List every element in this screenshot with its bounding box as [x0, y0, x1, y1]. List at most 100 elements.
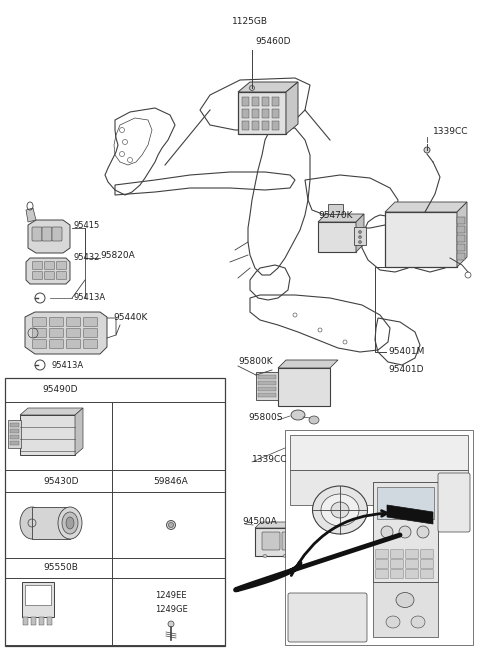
- FancyBboxPatch shape: [33, 328, 47, 338]
- FancyBboxPatch shape: [375, 559, 388, 569]
- Ellipse shape: [399, 526, 411, 538]
- FancyBboxPatch shape: [328, 204, 343, 214]
- FancyBboxPatch shape: [242, 97, 249, 106]
- Ellipse shape: [250, 86, 254, 91]
- Text: 95800S: 95800S: [248, 413, 283, 422]
- FancyBboxPatch shape: [406, 549, 419, 559]
- Polygon shape: [75, 408, 83, 455]
- FancyBboxPatch shape: [272, 121, 279, 130]
- FancyBboxPatch shape: [406, 559, 419, 569]
- FancyBboxPatch shape: [67, 318, 81, 326]
- FancyBboxPatch shape: [272, 97, 279, 106]
- Ellipse shape: [386, 616, 400, 628]
- FancyBboxPatch shape: [42, 227, 52, 241]
- Polygon shape: [290, 435, 468, 470]
- Ellipse shape: [168, 621, 174, 627]
- Text: 95401M: 95401M: [388, 347, 424, 357]
- Text: 95800K: 95800K: [238, 357, 273, 367]
- FancyBboxPatch shape: [256, 372, 278, 400]
- FancyBboxPatch shape: [33, 272, 43, 280]
- Text: 1249EE: 1249EE: [155, 592, 187, 601]
- Ellipse shape: [359, 230, 361, 234]
- Ellipse shape: [66, 517, 74, 529]
- Polygon shape: [28, 220, 70, 253]
- FancyBboxPatch shape: [302, 532, 320, 550]
- FancyBboxPatch shape: [10, 429, 19, 433]
- FancyBboxPatch shape: [22, 582, 54, 617]
- FancyBboxPatch shape: [377, 487, 434, 519]
- Polygon shape: [26, 258, 70, 284]
- FancyBboxPatch shape: [10, 423, 19, 427]
- Ellipse shape: [287, 442, 293, 448]
- FancyBboxPatch shape: [457, 226, 465, 233]
- FancyBboxPatch shape: [420, 549, 433, 559]
- Polygon shape: [457, 202, 467, 267]
- FancyBboxPatch shape: [45, 261, 55, 270]
- FancyBboxPatch shape: [457, 235, 465, 242]
- FancyBboxPatch shape: [49, 318, 63, 326]
- FancyBboxPatch shape: [32, 227, 42, 241]
- Ellipse shape: [327, 535, 339, 549]
- FancyBboxPatch shape: [406, 570, 419, 578]
- Polygon shape: [290, 470, 468, 505]
- Ellipse shape: [381, 526, 393, 538]
- FancyBboxPatch shape: [457, 217, 465, 224]
- FancyBboxPatch shape: [252, 97, 259, 106]
- Polygon shape: [278, 360, 338, 368]
- FancyBboxPatch shape: [457, 253, 465, 260]
- Ellipse shape: [58, 507, 82, 539]
- Polygon shape: [318, 214, 364, 222]
- Polygon shape: [385, 202, 467, 212]
- Ellipse shape: [359, 241, 361, 243]
- Ellipse shape: [417, 526, 429, 538]
- Ellipse shape: [312, 486, 368, 534]
- Ellipse shape: [263, 555, 267, 557]
- Ellipse shape: [291, 410, 305, 420]
- FancyBboxPatch shape: [52, 227, 62, 241]
- Text: 95470K: 95470K: [318, 211, 352, 220]
- FancyBboxPatch shape: [252, 121, 259, 130]
- Polygon shape: [25, 312, 107, 354]
- Text: 95820A: 95820A: [100, 251, 135, 259]
- Text: 95432: 95432: [73, 253, 99, 263]
- FancyBboxPatch shape: [67, 328, 81, 338]
- Text: 95413A: 95413A: [52, 361, 84, 370]
- Text: 59846A: 59846A: [154, 476, 188, 486]
- FancyBboxPatch shape: [25, 585, 51, 605]
- FancyBboxPatch shape: [57, 272, 67, 280]
- FancyBboxPatch shape: [262, 121, 269, 130]
- Ellipse shape: [338, 555, 342, 557]
- FancyBboxPatch shape: [67, 340, 81, 349]
- Ellipse shape: [309, 416, 319, 424]
- FancyBboxPatch shape: [242, 109, 249, 118]
- Text: 95413A: 95413A: [73, 293, 105, 303]
- FancyBboxPatch shape: [391, 570, 404, 578]
- FancyBboxPatch shape: [31, 617, 36, 625]
- FancyBboxPatch shape: [457, 244, 465, 251]
- FancyBboxPatch shape: [385, 212, 457, 267]
- Ellipse shape: [396, 592, 414, 607]
- Ellipse shape: [359, 236, 361, 238]
- FancyBboxPatch shape: [375, 570, 388, 578]
- FancyBboxPatch shape: [49, 340, 63, 349]
- FancyBboxPatch shape: [33, 261, 43, 270]
- Text: 1339CC: 1339CC: [252, 455, 288, 465]
- FancyBboxPatch shape: [33, 318, 47, 326]
- FancyBboxPatch shape: [258, 393, 276, 397]
- Ellipse shape: [321, 494, 359, 526]
- FancyBboxPatch shape: [84, 340, 97, 349]
- FancyBboxPatch shape: [10, 441, 19, 445]
- FancyBboxPatch shape: [272, 109, 279, 118]
- FancyBboxPatch shape: [420, 570, 433, 578]
- Ellipse shape: [331, 502, 349, 518]
- Polygon shape: [26, 208, 36, 222]
- Text: 95550B: 95550B: [44, 563, 78, 572]
- FancyBboxPatch shape: [33, 340, 47, 349]
- Ellipse shape: [323, 555, 327, 557]
- FancyBboxPatch shape: [8, 420, 21, 448]
- FancyBboxPatch shape: [49, 328, 63, 338]
- Polygon shape: [387, 505, 433, 524]
- Polygon shape: [238, 82, 298, 92]
- FancyBboxPatch shape: [373, 582, 438, 637]
- FancyBboxPatch shape: [57, 261, 67, 270]
